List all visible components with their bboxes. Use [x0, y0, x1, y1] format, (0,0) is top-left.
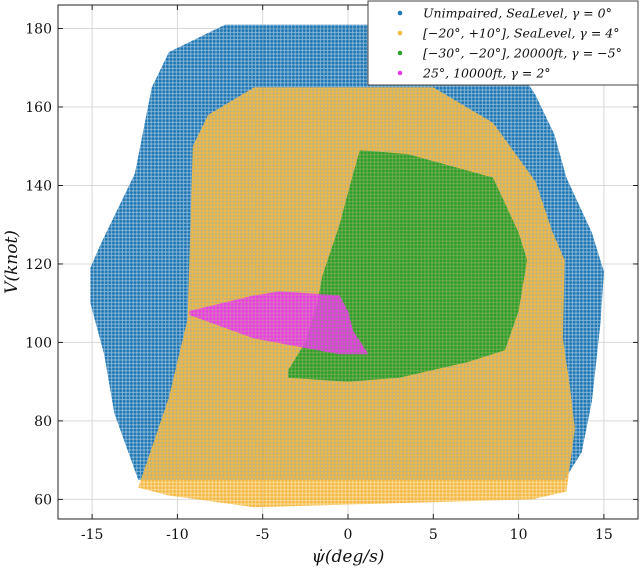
- axis-ticks: [58, 5, 638, 519]
- y-tick-label: 160: [25, 100, 52, 116]
- legend-marker: [397, 70, 403, 76]
- y-tick-label: 180: [25, 22, 52, 38]
- series-region-4: [189, 291, 369, 355]
- x-tick-label: -5: [256, 527, 270, 543]
- legend-marker: [397, 50, 403, 56]
- legend-entry: Unimpaired, SeaLevel, γ = 0°: [423, 6, 612, 21]
- y-axis-label: V(knot): [2, 230, 22, 294]
- legend-marker: [397, 10, 403, 16]
- series-layer: [90, 24, 604, 508]
- x-tick-label: -15: [81, 527, 104, 543]
- x-tick-label: 10: [510, 527, 528, 543]
- x-tick-label: -10: [166, 527, 189, 543]
- y-tick-label: 140: [25, 178, 52, 194]
- x-axis-label: ψ̇(deg/s): [312, 547, 385, 567]
- legend: Unimpaired, SeaLevel, γ = 0° [−20°, +10°]…: [367, 0, 639, 86]
- x-tick-label: 5: [429, 527, 438, 543]
- legend-entry: [−30°, −20°], 20000ft, γ = −5°: [423, 46, 622, 61]
- y-tick-label: 120: [25, 257, 52, 273]
- y-tick-label: 60: [34, 492, 52, 508]
- legend-entry: 25°, 10000ft, γ = 2°: [422, 66, 551, 81]
- legend-entry: [−20°, +10°], SeaLevel, γ = 4°: [423, 26, 620, 41]
- y-tick-label: 80: [34, 414, 52, 430]
- legend-box: [367, 0, 639, 86]
- x-tick-label: 15: [595, 527, 613, 543]
- legend-marker: [397, 30, 403, 36]
- x-tick-label: 0: [344, 527, 353, 543]
- tick-labels: -15 -10 -5 0 5 10 15 60 80 100 120 140 160 180: [25, 22, 613, 543]
- y-tick-label: 100: [25, 335, 52, 351]
